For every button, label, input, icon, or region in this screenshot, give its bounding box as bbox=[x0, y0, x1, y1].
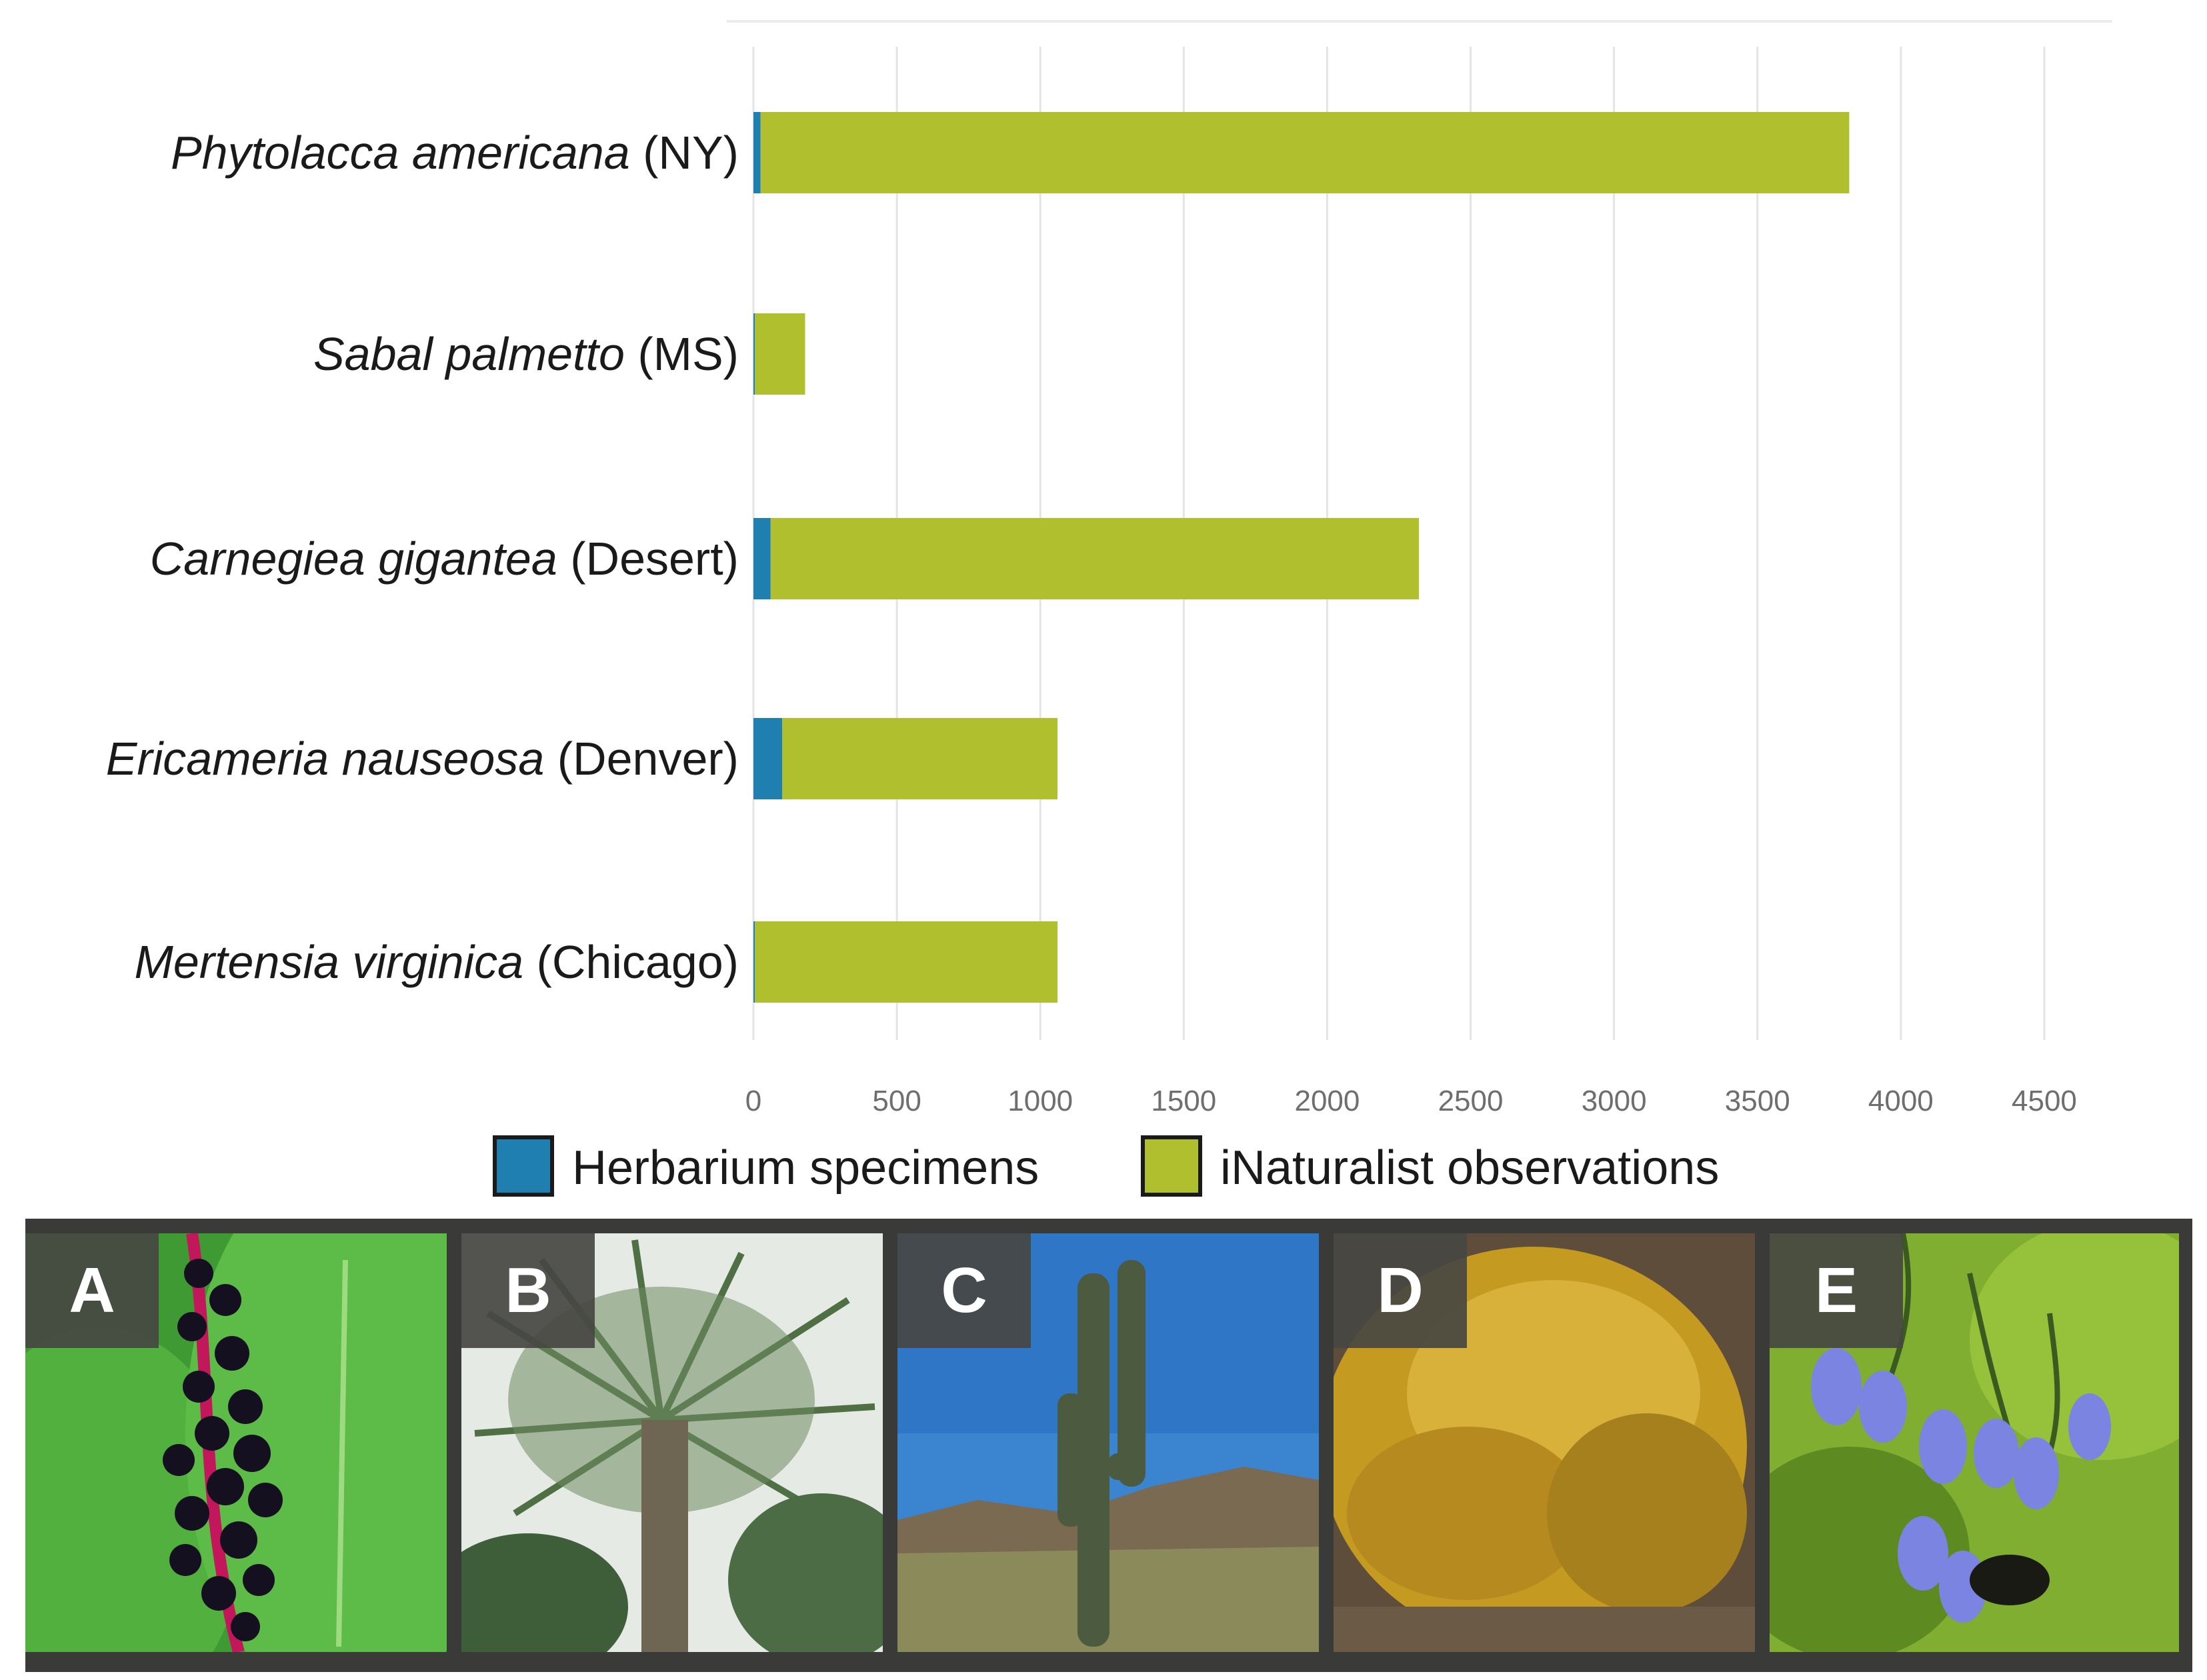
site-name: (Chicago) bbox=[537, 936, 739, 988]
species-name: Ericameria nauseosa bbox=[106, 733, 557, 785]
bar-inaturalist-1 bbox=[755, 313, 805, 395]
category-label: Phytolacca americana (NY) bbox=[171, 127, 739, 179]
photo-letter-d: D bbox=[1334, 1233, 1467, 1348]
category-label: Sabal palmetto (MS) bbox=[313, 328, 739, 380]
bar-inaturalist-2 bbox=[770, 518, 1420, 599]
photo-letter-c: C bbox=[897, 1233, 1031, 1348]
species-name: Carnegiea gigantea bbox=[150, 533, 570, 585]
x-tick-label: 2000 bbox=[1294, 1085, 1360, 1117]
x-tick-label: 4500 bbox=[2012, 1085, 2077, 1117]
x-tick-label: 500 bbox=[872, 1085, 921, 1117]
category-label: Mertensia virginica (Chicago) bbox=[135, 936, 739, 988]
photo-panel-a: A bbox=[25, 1233, 447, 1652]
site-name: (NY) bbox=[643, 127, 739, 179]
legend: Herbarium specimens iNaturalist observati… bbox=[493, 1135, 1719, 1197]
x-tick-label: 1000 bbox=[1007, 1085, 1073, 1117]
x-tick-label: 3000 bbox=[1582, 1085, 1647, 1117]
photo-panel-b: B bbox=[461, 1233, 883, 1652]
legend-label-0: Herbarium specimens bbox=[572, 1141, 1039, 1195]
species-name: Sabal palmetto bbox=[313, 328, 637, 380]
category-label: Carnegiea gigantea (Desert) bbox=[150, 533, 739, 585]
photo-letter-a: A bbox=[25, 1233, 159, 1348]
bar-herbarium-2 bbox=[753, 518, 771, 599]
bar-inaturalist-0 bbox=[760, 112, 1850, 193]
photo-letter-e: E bbox=[1770, 1233, 1903, 1348]
legend-swatch-1 bbox=[1141, 1135, 1202, 1197]
x-tick-label: 4000 bbox=[1868, 1085, 1934, 1117]
x-tick-label: 0 bbox=[745, 1085, 761, 1117]
bar-chart: Phytolacca americana (NY) Sabal palmetto … bbox=[106, 20, 2112, 1197]
bars bbox=[753, 112, 1850, 1003]
x-tick-label: 3500 bbox=[1725, 1085, 1790, 1117]
legend-swatch-0 bbox=[493, 1135, 554, 1197]
photo-letter-b: B bbox=[461, 1233, 595, 1348]
photo-strip: A B bbox=[25, 1219, 2192, 1672]
photo-panel-d: D bbox=[1334, 1233, 1755, 1652]
bar-herbarium-3 bbox=[753, 718, 783, 799]
category-labels: Phytolacca americana (NY) Sabal palmetto … bbox=[106, 127, 739, 988]
legend-label-1: iNaturalist observations bbox=[1220, 1141, 1719, 1195]
x-axis-ticks: 0 500 1000 1500 2000 2500 3000 3500 4000 4500 bbox=[745, 1085, 2077, 1117]
site-name: (Denver) bbox=[557, 733, 739, 785]
bar-herbarium-4 bbox=[753, 921, 755, 1003]
site-name: (MS) bbox=[637, 328, 739, 380]
bar-inaturalist-4 bbox=[755, 921, 1058, 1003]
category-label: Ericameria nauseosa (Denver) bbox=[106, 733, 739, 785]
photo-panel-e: E bbox=[1770, 1233, 2179, 1652]
site-name: (Desert) bbox=[570, 533, 739, 585]
bar-herbarium-1 bbox=[753, 313, 755, 395]
bar-herbarium-0 bbox=[753, 112, 761, 193]
chart-panel: Phytolacca americana (NY) Sabal palmetto … bbox=[105, 20, 2112, 1197]
photo-panel-c: C bbox=[897, 1233, 1319, 1652]
species-name: Phytolacca americana bbox=[171, 127, 643, 179]
x-tick-label: 1500 bbox=[1151, 1085, 1216, 1117]
bar-inaturalist-3 bbox=[782, 718, 1058, 799]
x-tick-label: 2500 bbox=[1438, 1085, 1504, 1117]
species-name: Mertensia virginica bbox=[135, 936, 537, 988]
